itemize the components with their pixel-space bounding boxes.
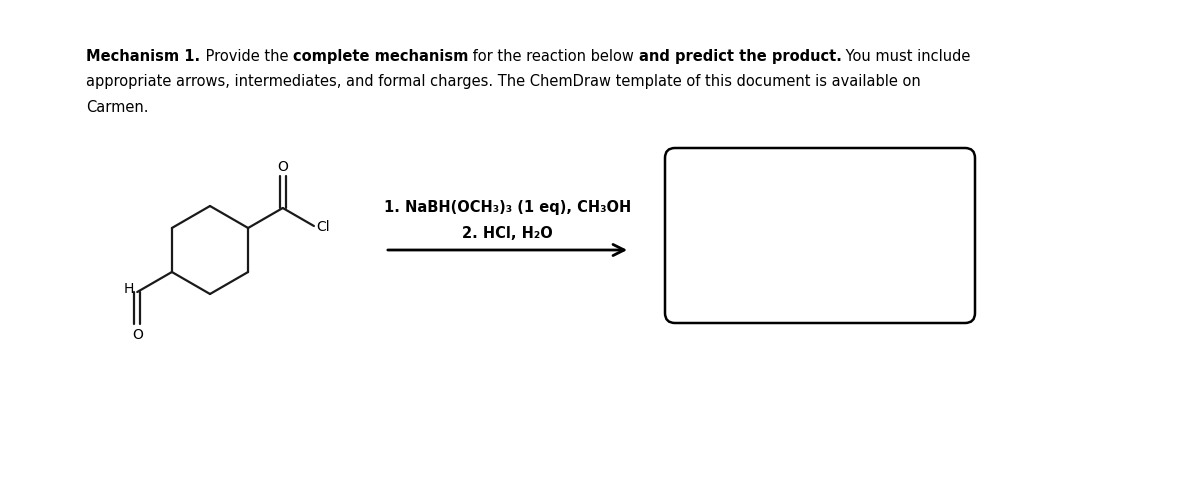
Text: Cl: Cl — [316, 220, 330, 234]
Text: O: O — [132, 327, 143, 341]
Text: 1. NaBH(OCH₃)₃ (1 eq), CH₃OH: 1. NaBH(OCH₃)₃ (1 eq), CH₃OH — [384, 200, 631, 215]
Text: You must include: You must include — [841, 49, 971, 64]
Text: for the reaction below: for the reaction below — [468, 49, 638, 64]
Text: 2. HCl, H₂O: 2. HCl, H₂O — [462, 225, 553, 241]
Text: Carmen.: Carmen. — [86, 100, 149, 115]
Text: appropriate arrows, intermediates, and formal charges. The ChemDraw template of : appropriate arrows, intermediates, and f… — [86, 74, 922, 89]
Text: H: H — [124, 282, 134, 295]
Text: complete mechanism: complete mechanism — [293, 49, 468, 64]
Text: and predict the product.: and predict the product. — [638, 49, 841, 64]
FancyBboxPatch shape — [665, 149, 974, 324]
Text: Mechanism 1.: Mechanism 1. — [86, 49, 200, 64]
Text: O: O — [277, 160, 288, 174]
Text: Provide the: Provide the — [200, 49, 293, 64]
